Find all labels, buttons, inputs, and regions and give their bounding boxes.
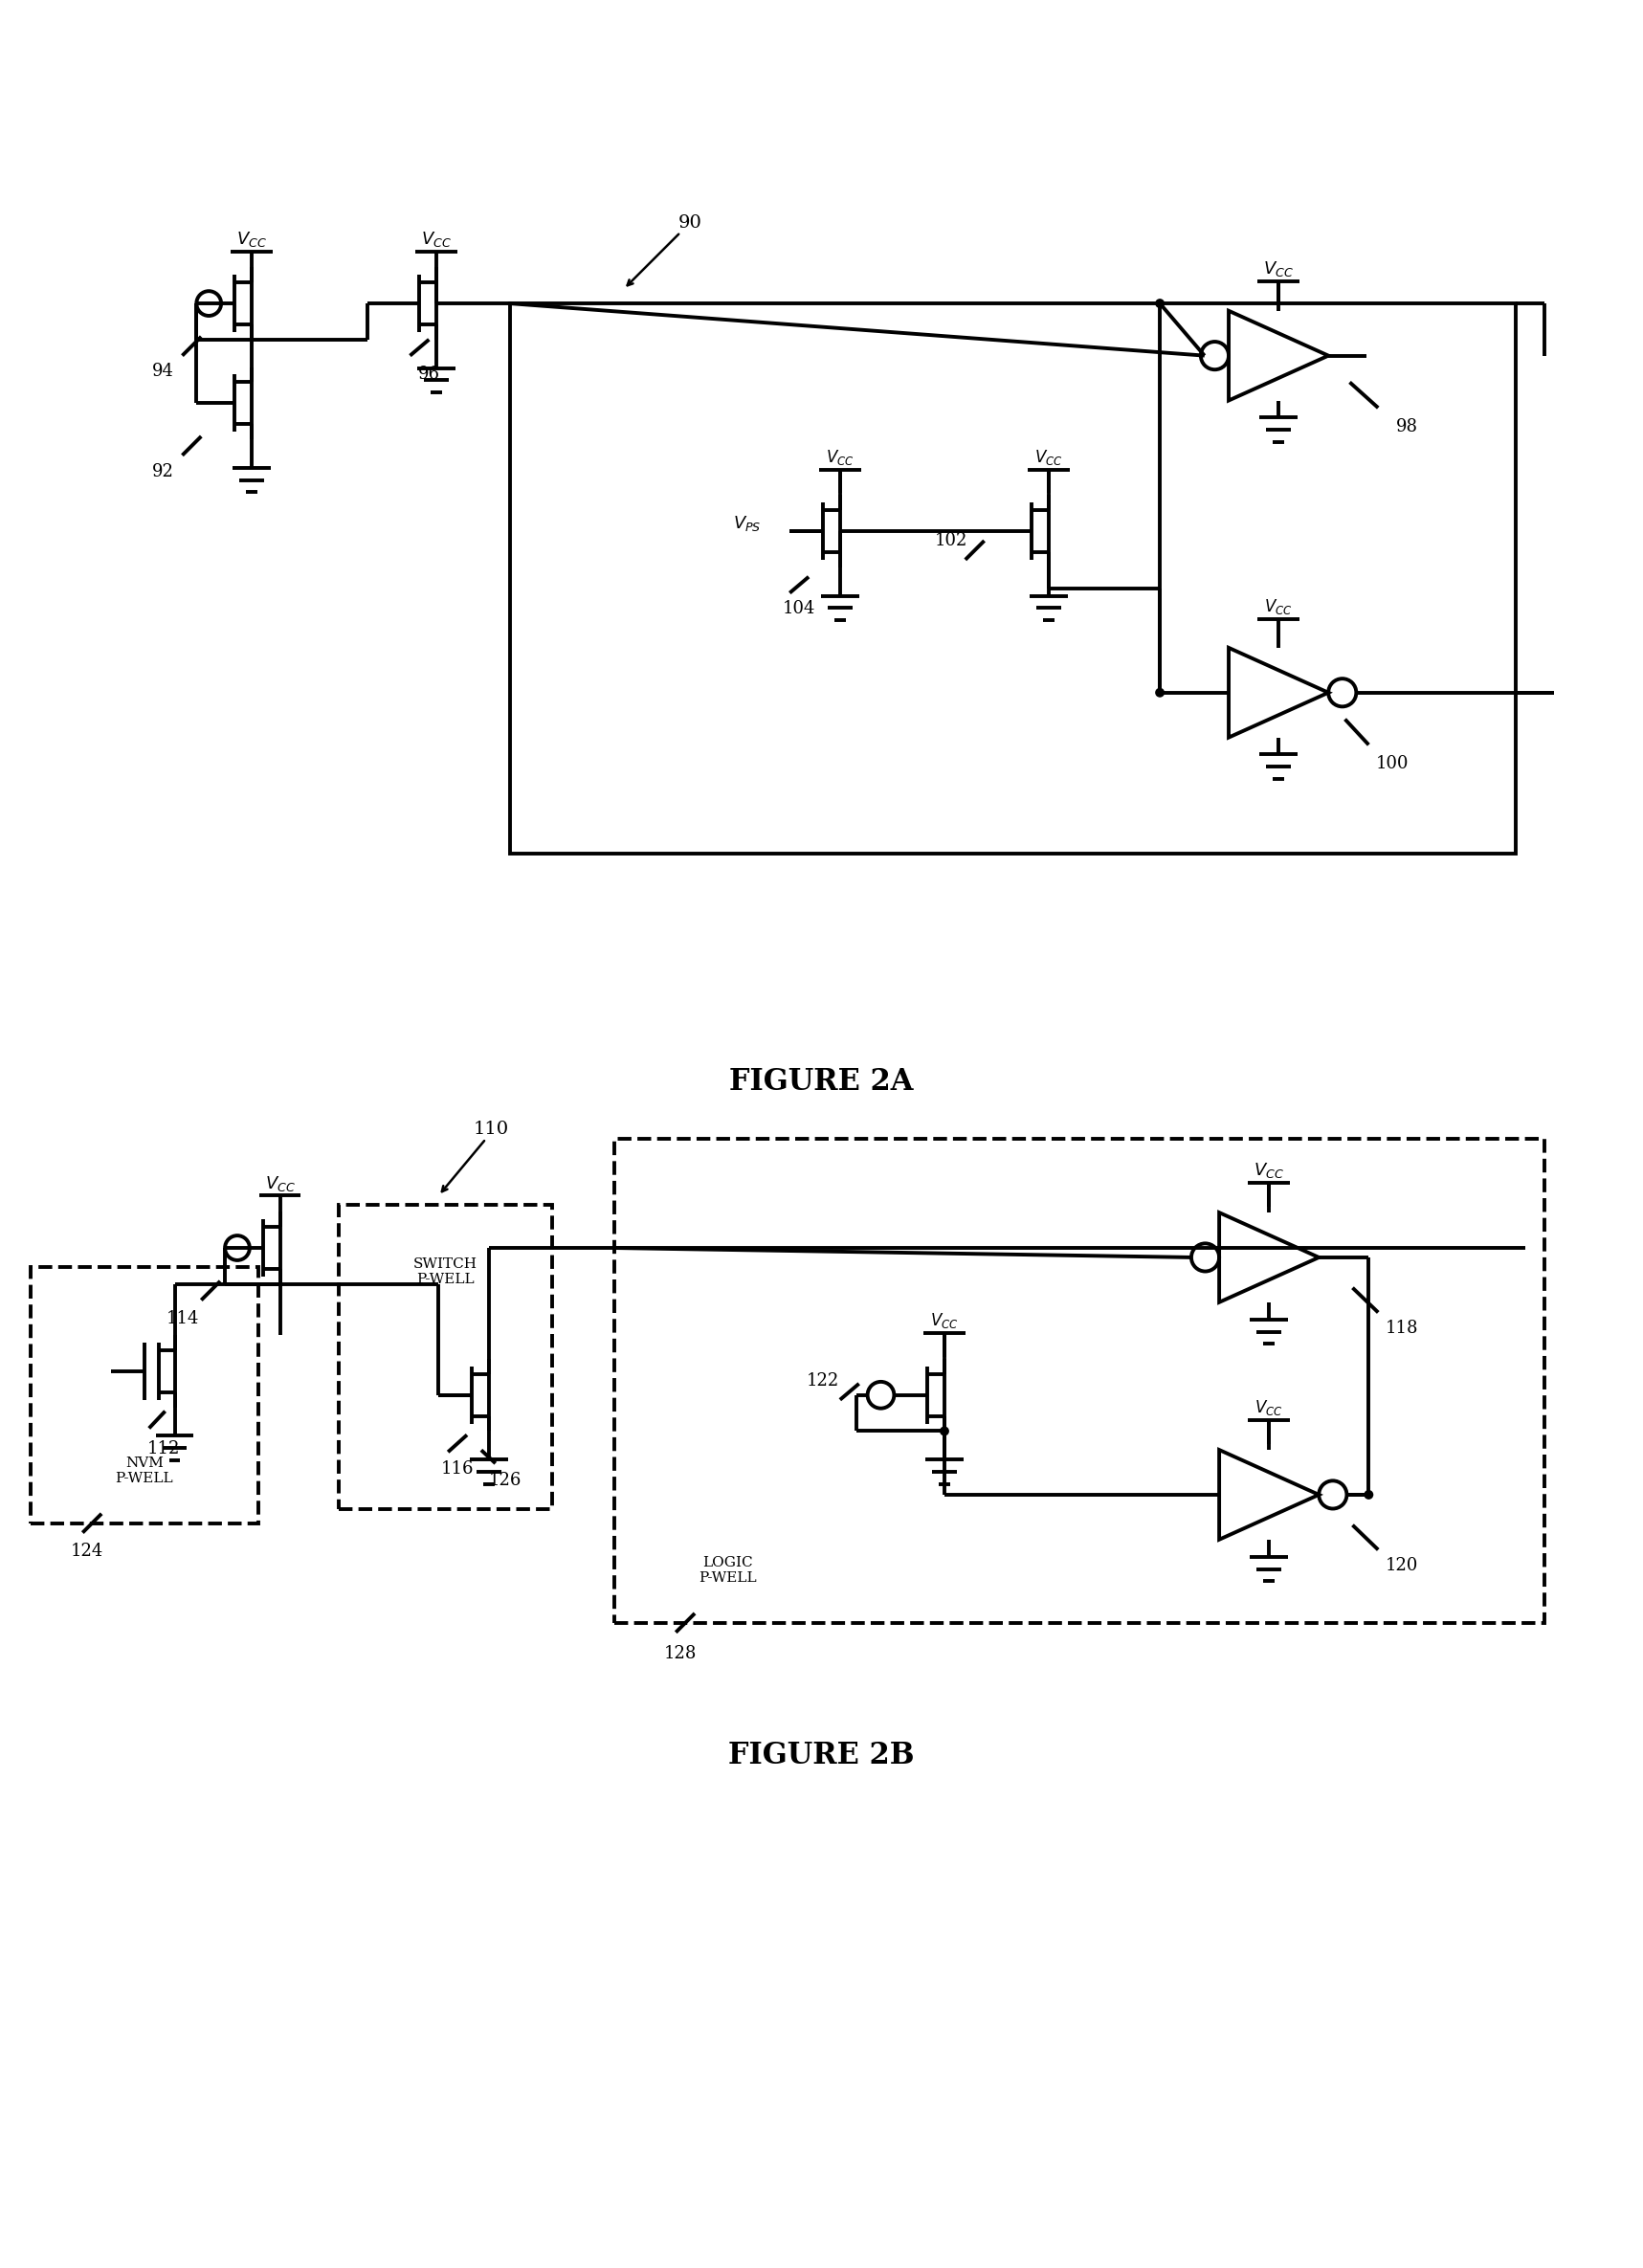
Text: $V_{CC}$: $V_{CC}$ xyxy=(1263,259,1293,279)
Text: $V_{PS}$: $V_{PS}$ xyxy=(733,515,761,533)
Text: $V_{CC}$: $V_{CC}$ xyxy=(1265,596,1293,617)
Text: 118: 118 xyxy=(1385,1320,1418,1338)
Text: SWITCH
P-WELL: SWITCH P-WELL xyxy=(414,1256,478,1286)
Text: 126: 126 xyxy=(488,1472,521,1490)
Text: FIGURE 2A: FIGURE 2A xyxy=(729,1066,914,1098)
Text: $V_{CC}$: $V_{CC}$ xyxy=(421,229,452,249)
Text: $V_{CC}$: $V_{CC}$ xyxy=(826,447,854,467)
Text: 96: 96 xyxy=(417,365,440,383)
Text: $V_{CC}$: $V_{CC}$ xyxy=(1254,1161,1285,1179)
Bar xyxy=(338,1204,552,1508)
Text: 98: 98 xyxy=(1395,417,1418,435)
Text: $V_{CC}$: $V_{CC}$ xyxy=(265,1175,296,1193)
Bar xyxy=(614,1139,1544,1624)
Text: $V_{CC}$: $V_{CC}$ xyxy=(237,229,266,249)
Text: 116: 116 xyxy=(440,1461,473,1479)
Text: 102: 102 xyxy=(935,533,968,549)
Text: LOGIC
P-WELL: LOGIC P-WELL xyxy=(698,1556,757,1585)
Text: FIGURE 2B: FIGURE 2B xyxy=(728,1742,915,1771)
Text: $V_{CC}$: $V_{CC}$ xyxy=(1035,447,1063,467)
Circle shape xyxy=(1155,687,1165,696)
Text: 112: 112 xyxy=(146,1440,179,1458)
Text: $V_{CC}$: $V_{CC}$ xyxy=(930,1311,958,1331)
Circle shape xyxy=(940,1427,950,1436)
Text: 114: 114 xyxy=(166,1311,199,1327)
Circle shape xyxy=(1364,1490,1374,1499)
Text: 124: 124 xyxy=(71,1542,104,1560)
Text: 94: 94 xyxy=(153,363,174,381)
Text: 110: 110 xyxy=(473,1120,508,1139)
Text: $V_{CC}$: $V_{CC}$ xyxy=(1255,1397,1283,1418)
Circle shape xyxy=(1155,299,1165,308)
Text: 120: 120 xyxy=(1385,1558,1418,1574)
Text: 128: 128 xyxy=(664,1644,697,1662)
Text: 122: 122 xyxy=(807,1372,840,1390)
Bar xyxy=(30,1268,258,1524)
Text: 100: 100 xyxy=(1375,755,1410,773)
Text: 90: 90 xyxy=(679,213,702,231)
Text: 104: 104 xyxy=(782,601,815,617)
Text: NVM
P-WELL: NVM P-WELL xyxy=(115,1456,173,1486)
Bar xyxy=(509,304,1516,855)
Text: 92: 92 xyxy=(153,463,174,481)
